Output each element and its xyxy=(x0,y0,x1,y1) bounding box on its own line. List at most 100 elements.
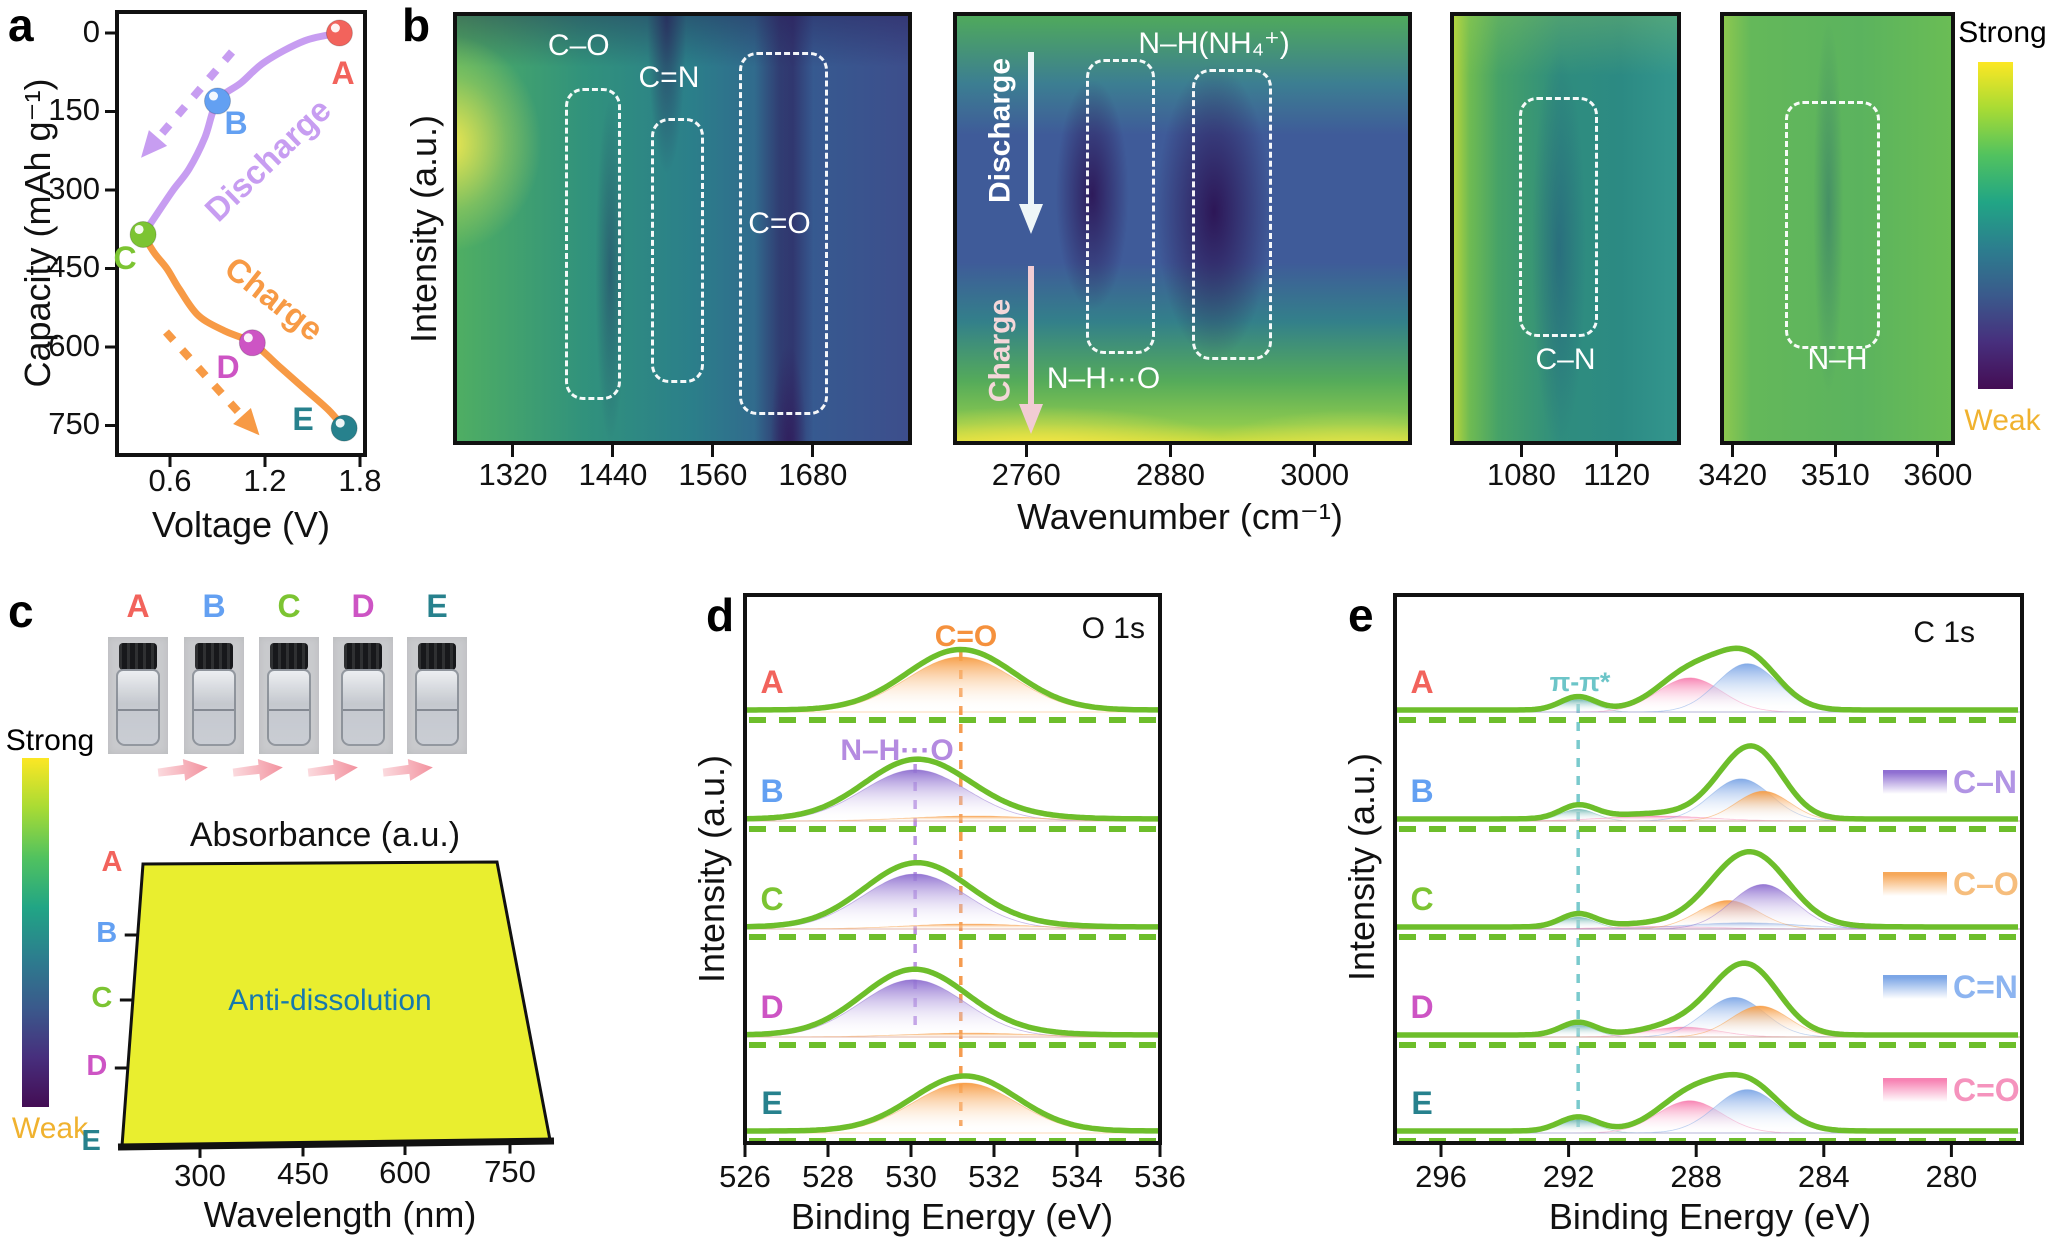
svg-e-xtick: 288 xyxy=(1670,1159,1723,1194)
panel-b-tickmark xyxy=(1615,445,1619,457)
ftir-annotation-c-n: C–N xyxy=(1535,343,1596,377)
panel-b-xtick: 1440 xyxy=(578,457,648,492)
colorbar-weak-label: Weak xyxy=(1964,404,2041,437)
panel-b-tickmark xyxy=(811,445,815,457)
legend-label: C–N xyxy=(1953,764,2018,800)
vial-liquid xyxy=(417,708,457,744)
ftir-box-n-h xyxy=(1785,101,1880,350)
panel-c-xtick: 600 xyxy=(379,1155,431,1191)
ftir-charge-label: Charge xyxy=(983,298,1017,403)
panel-b-xtick: 3000 xyxy=(1280,457,1350,492)
panel-c-plot-title: Absorbance (a.u.) xyxy=(189,816,461,854)
panel-a-xtick: 1.2 xyxy=(243,463,287,498)
panel-a-ytick: 300 xyxy=(48,170,100,206)
panel-d-x-axis-label: Binding Energy (eV) xyxy=(790,1196,1114,1237)
panel-c-series-letter: C xyxy=(91,982,113,1014)
panel-c-x-axis-label: Wavelength (nm) xyxy=(203,1194,477,1235)
panel-a-xtick: 1.8 xyxy=(338,463,382,498)
c1s-xps-plot xyxy=(1393,593,2024,1157)
legend-label: C–O xyxy=(1953,866,2019,902)
panel-c-series-letter: A xyxy=(101,846,123,878)
panel-a-marker-letter: E xyxy=(292,401,314,437)
panel-a-ytick: 450 xyxy=(48,249,100,285)
vial-photo xyxy=(333,637,393,754)
vial-glass xyxy=(341,668,385,746)
vial-cap xyxy=(269,642,309,670)
panel-a-plot xyxy=(105,10,367,467)
panel-b-tickmark xyxy=(611,445,615,457)
panel-b-y-axis-label: Intensity (a.u.) xyxy=(403,114,444,344)
panel-b-tickmark xyxy=(511,445,515,457)
ftir-annotation-n-h-o: N–H···O xyxy=(1046,362,1161,396)
vial-cap xyxy=(343,642,383,670)
svg-d-xtick: 532 xyxy=(968,1159,1020,1194)
panel-b-xtick: 2880 xyxy=(1135,457,1205,492)
panel-b-xtick: 1080 xyxy=(1486,457,1556,492)
panel-b-tickmark xyxy=(1519,445,1523,457)
absorbance-colorbar xyxy=(22,758,49,1107)
panel-c-series-letter: B xyxy=(96,917,118,949)
ftir-annotation-c-o: C–O xyxy=(547,28,610,62)
vial-photo xyxy=(407,637,467,754)
panel-c-xtick: 300 xyxy=(174,1157,226,1193)
ftir-discharge-label: Discharge xyxy=(983,57,1017,204)
intensity-colorbar xyxy=(1978,62,2013,389)
legend-swatch-C–N xyxy=(1883,770,1947,794)
vial-glass xyxy=(267,668,311,746)
o1s-xps-plot xyxy=(743,593,1162,1157)
o1s-n-h-o-annotation: N–H···O xyxy=(840,734,954,767)
panel-a-marker-letter: C xyxy=(113,240,137,276)
panel-c-series-letter: D xyxy=(86,1050,108,1082)
panel-b-xtick: 3510 xyxy=(1800,457,1870,492)
panel-b-xtick: 1120 xyxy=(1583,457,1651,492)
panel-a-x-axis-label: Voltage (V) xyxy=(151,504,331,545)
ftir-heatmap-2: N–H(NH₄⁺) N–H···O Discharge Charge xyxy=(953,12,1412,445)
svg-d-xtick: 534 xyxy=(1051,1159,1103,1194)
panel-a-marker-letter: B xyxy=(224,105,248,141)
vial-liquid xyxy=(194,708,234,744)
panel-e-x-axis-label: Binding Energy (eV) xyxy=(1548,1196,1872,1237)
svg-d-row-letter: D xyxy=(760,989,784,1025)
anti-dissolution-annotation: Anti-dissolution xyxy=(228,984,432,1017)
panel-a-xtick: 0.6 xyxy=(148,463,192,498)
ftir-annotation-n-h: N–H xyxy=(1807,343,1868,377)
legend-label: C=O xyxy=(1953,1072,2020,1108)
o1s-c-eq-o-annotation: C=O xyxy=(934,620,998,653)
svg-e-row-letter: D xyxy=(1410,989,1434,1025)
panel-d-label: d xyxy=(706,589,735,641)
panel-b-xtick: 3600 xyxy=(1903,457,1973,492)
panel-b-tickmark xyxy=(1168,445,1172,457)
colorbar-strong-label: Strong xyxy=(1958,16,2047,49)
c1s-pipi-annotation: π-π* xyxy=(1549,667,1611,697)
ftir-annotation-c-eq-o: C=O xyxy=(748,207,811,241)
vial-photo xyxy=(108,637,168,754)
svg-d-row-letter: B xyxy=(760,773,784,809)
panel-a-ytick: 0 xyxy=(82,14,100,49)
ftir-box-c-eq-n xyxy=(650,118,705,384)
svg-d-row-letter: A xyxy=(760,664,784,700)
svg-d-row-letter: C xyxy=(760,881,784,917)
panel-b-tickmark xyxy=(711,445,715,457)
panel-b-tickmark xyxy=(1731,445,1735,457)
vial-letter: E xyxy=(426,588,448,624)
ftir-annotation-c-eq-n: C=N xyxy=(638,60,700,94)
transition-arrow-icon xyxy=(155,754,211,786)
panel-a-marker-letter: A xyxy=(331,55,355,91)
panel-c-series-letter: E xyxy=(81,1125,101,1157)
panel-a-ytick: 750 xyxy=(48,406,100,442)
panel-a-ytick: 600 xyxy=(48,327,100,363)
vial-glass xyxy=(116,668,160,746)
panel-b-x-axis-label: Wavenumber (cm⁻¹) xyxy=(1017,496,1343,537)
panel-b-label: b xyxy=(402,0,431,51)
transition-arrow-icon xyxy=(305,754,361,786)
panel-c-label: c xyxy=(8,585,34,637)
legend-swatch-C=O xyxy=(1883,1078,1947,1102)
panel-b-tickmark xyxy=(1024,445,1028,457)
panel-c-strong-label: Strong xyxy=(5,724,95,757)
panel-b-tickmark xyxy=(1313,445,1317,457)
panel-b-xtick: 2760 xyxy=(991,457,1061,492)
transition-arrow-icon xyxy=(380,754,436,786)
panel-e-label: e xyxy=(1348,589,1374,641)
ftir-box-c-n xyxy=(1518,96,1599,337)
